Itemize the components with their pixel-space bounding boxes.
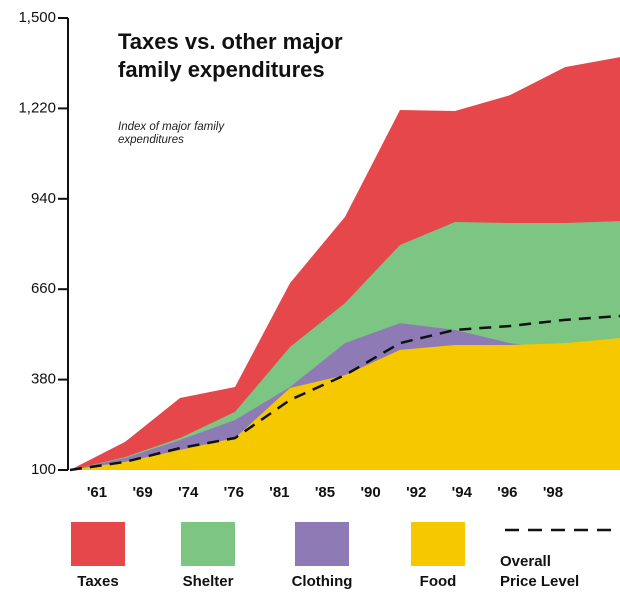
area: [70, 337, 620, 470]
legend-label: Overall Price Level: [500, 553, 580, 590]
y-tick-label: 660: [31, 280, 56, 297]
x-tick-label: '98: [543, 484, 563, 501]
y-tick-label: 1,220: [18, 99, 56, 116]
x-tick-label: '96: [497, 484, 517, 501]
x-tick-label: '74: [178, 484, 199, 501]
legend-label: Clothing: [291, 573, 353, 590]
x-tick-label: '92: [406, 484, 426, 501]
x-tick-label: '61: [87, 484, 107, 501]
legend-label: Food: [419, 573, 457, 590]
legend-swatch: [181, 522, 235, 566]
y-tick-label: 380: [31, 371, 56, 388]
y-tick-label: 1,500: [18, 9, 56, 26]
chart-subtitle: Index of major family expenditures: [118, 121, 225, 146]
x-tick-label: '81: [269, 484, 289, 501]
y-tick-label: 100: [31, 461, 56, 478]
legend-swatch: [411, 522, 465, 566]
y-tick-label: 940: [31, 190, 56, 207]
x-tick-label: '85: [315, 484, 335, 501]
price-line: [69, 314, 620, 472]
x-tick-label: '90: [360, 484, 380, 501]
legend-swatch: [295, 522, 349, 566]
legend-label: Shelter: [182, 573, 234, 590]
x-tick-label: '69: [132, 484, 152, 501]
x-tick-label: '76: [224, 484, 244, 501]
chart-title: Taxes vs. other major family expenditure…: [118, 29, 343, 82]
x-tick-label: '94: [452, 484, 473, 501]
legend-label: Taxes: [77, 573, 119, 590]
legend-swatch: [71, 522, 125, 566]
